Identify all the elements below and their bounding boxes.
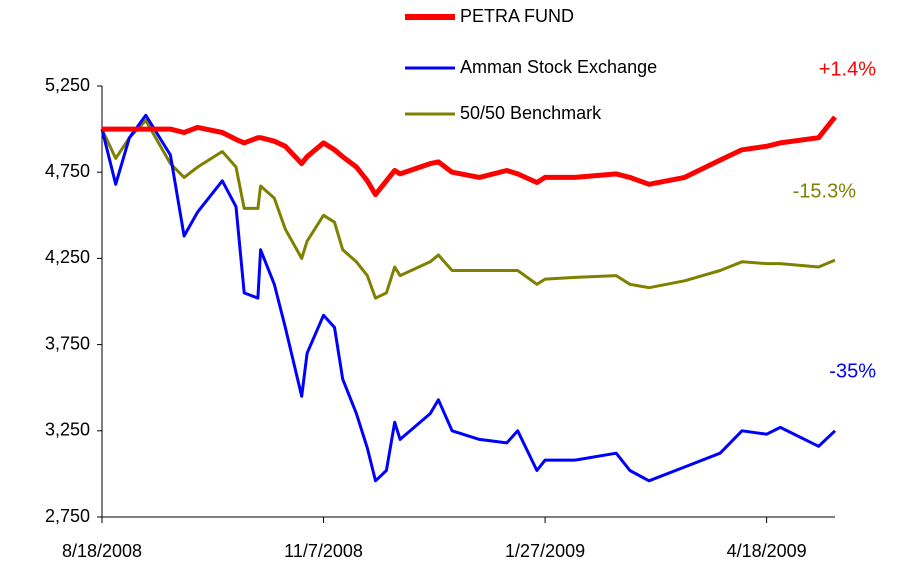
y-tick-label: 3,750 [45,333,90,353]
y-tick-label: 5,250 [45,75,90,95]
series-line [102,115,837,198]
x-tick-label: 8/18/2008 [62,541,142,561]
legend-label: 50/50 Benchmark [460,103,602,123]
y-tick-label: 4,250 [45,247,90,267]
annotation: -15.3% [793,180,857,202]
x-tick-label: 11/7/2008 [284,541,363,561]
legend-label: PETRA FUND [460,6,574,26]
annotation: -35% [829,360,876,382]
annotation: +1.4% [819,58,876,80]
x-tick-label: 4/18/2009 [727,541,807,561]
y-tick-label: 3,250 [45,420,90,440]
y-tick-label: 2,750 [45,506,90,526]
legend-label: Amman Stock Exchange [460,57,657,77]
x-tick-label: 1/27/2009 [505,541,585,561]
series-line [100,113,837,483]
series-line [100,119,836,300]
y-tick-label: 4,750 [45,161,90,181]
